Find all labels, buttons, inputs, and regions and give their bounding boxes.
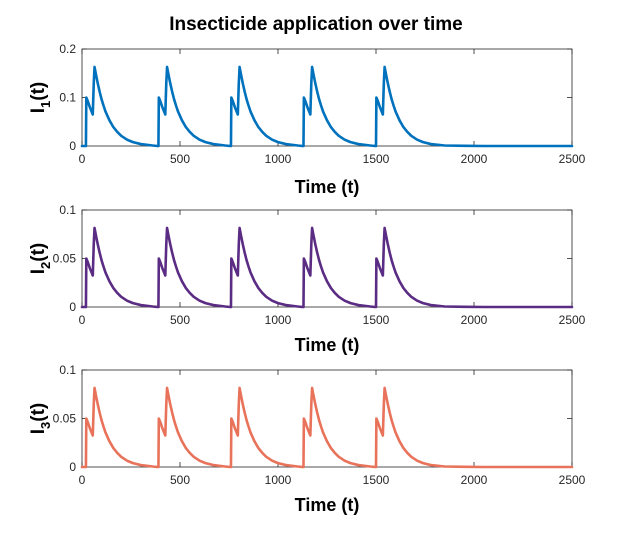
- chart-panel-1: 0 500 1000 1500 2000 2500 0 0.1 0.2 Time (t) I1(t): [28, 42, 586, 197]
- x-tick-label: 2000: [461, 313, 488, 327]
- y-axis-label: I3(t): [28, 403, 53, 435]
- y-axis-label: I2(t): [28, 243, 53, 275]
- x-tick-label: 1000: [265, 473, 292, 487]
- y-label-subscript: 3: [38, 422, 53, 429]
- plot-area-1: [81, 48, 573, 147]
- y-tick-label: 0.05: [53, 412, 77, 426]
- x-tick-label: 1500: [363, 152, 390, 166]
- x-tick-label: 2500: [559, 313, 586, 327]
- y-label-subscript: 1: [38, 101, 53, 108]
- y-label-main: I: [28, 269, 49, 274]
- y-label-tail: (t): [28, 243, 49, 262]
- plot-area-3: [81, 369, 573, 468]
- x-tick-label: 1000: [265, 152, 292, 166]
- y-tick-label: 0: [69, 460, 76, 474]
- x-tick-label: 0: [79, 313, 86, 327]
- series-line-1: [80, 65, 574, 148]
- y-tick-label: 0.1: [59, 203, 76, 217]
- plot-area-2: [81, 209, 573, 308]
- x-tick-label: 1500: [363, 473, 390, 487]
- y-axis-label: I1(t): [28, 82, 53, 114]
- x-axis-label: Time (t): [295, 177, 360, 197]
- y-tick-label: 0.05: [53, 252, 77, 266]
- x-axis-label: Time (t): [295, 495, 360, 515]
- x-tick-label: 1500: [363, 313, 390, 327]
- x-tick-label: 2000: [461, 152, 488, 166]
- y-label-subscript: 2: [38, 262, 53, 269]
- y-tick-label: 0: [69, 300, 76, 314]
- chart-panel-2: 0 500 1000 1500 2000 2500 0 0.05 0.1 Time (t) I2(t…: [28, 203, 586, 355]
- x-tick-label: 2500: [559, 473, 586, 487]
- y-label-tail: (t): [28, 82, 49, 101]
- x-tick-label: 2000: [461, 473, 488, 487]
- series-line-3: [80, 386, 574, 469]
- x-tick-label: 1000: [265, 313, 292, 327]
- x-tick-label: 500: [170, 313, 190, 327]
- y-tick-label: 0.2: [59, 42, 76, 56]
- x-tick-label: 500: [170, 473, 190, 487]
- y-label-main: I: [28, 429, 49, 434]
- y-tick-label: 0: [69, 139, 76, 153]
- y-tick-label: 0.1: [59, 363, 76, 377]
- y-label-main: I: [28, 108, 49, 113]
- y-label-tail: (t): [28, 403, 49, 422]
- x-tick-label: 0: [79, 473, 86, 487]
- x-tick-label: 2500: [559, 152, 586, 166]
- x-tick-label: 0: [79, 152, 86, 166]
- series-line-2: [80, 226, 574, 309]
- chart-panel-3: 0 500 1000 1500 2000 2500 0 0.05 0.1 Time (t) I3(t…: [28, 363, 586, 515]
- x-tick-label: 500: [170, 152, 190, 166]
- y-tick-label: 0.1: [59, 91, 76, 105]
- figure-title: Insecticide application over time: [169, 14, 463, 35]
- x-axis-label: Time (t): [295, 335, 360, 355]
